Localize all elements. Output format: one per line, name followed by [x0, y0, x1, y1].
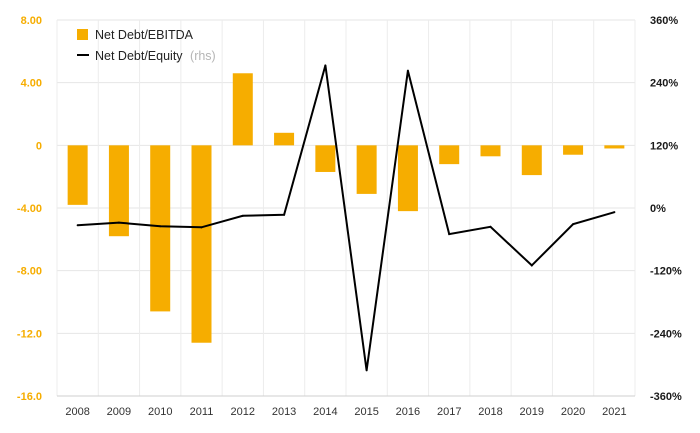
axes: 8.00 4.00 0 -4.00 -8.00 -12.0 -16.0 360% 240% 120… — [17, 15, 682, 418]
line-series-net-debt-equity — [76, 64, 616, 372]
line-point — [365, 369, 368, 372]
x-tick-label: 2011 — [190, 406, 214, 418]
legend-label-net-debt-ebitda: Net Debt/EBITDA — [95, 28, 194, 42]
left-tick-label: -12.0 — [17, 328, 42, 340]
bar — [521, 145, 542, 176]
x-tick-label: 2014 — [313, 406, 337, 418]
right-tick-label: -240% — [650, 328, 682, 340]
bar — [356, 145, 377, 194]
right-tick-label: 360% — [650, 15, 678, 27]
gridlines — [56, 19, 636, 397]
bar — [439, 145, 460, 165]
x-tick-label: 2015 — [354, 406, 378, 418]
x-tick-label: 2016 — [396, 406, 420, 418]
legend-label-net-debt-equity: Net Debt/Equity (rhs) — [95, 49, 216, 63]
left-tick-label: -4.00 — [17, 203, 42, 215]
left-tick-label: -8.00 — [17, 266, 42, 278]
legend-swatch-net-debt-ebitda — [77, 29, 88, 40]
x-tick-label: 2021 — [602, 406, 626, 418]
bar — [480, 145, 501, 157]
line-point — [283, 213, 286, 216]
right-tick-label: 0% — [650, 203, 666, 215]
line-point — [159, 225, 162, 228]
line-point — [117, 221, 120, 224]
line-point — [241, 214, 244, 217]
bar — [108, 145, 129, 237]
bar — [315, 145, 336, 172]
right-tick-label: -120% — [650, 266, 682, 278]
x-tick-label: 2018 — [478, 406, 502, 418]
x-tick-label: 2012 — [231, 406, 255, 418]
x-tick-label: 2013 — [272, 406, 296, 418]
line-point — [448, 233, 451, 236]
line-point — [406, 69, 409, 72]
bar — [150, 145, 171, 312]
left-tick-label: -16.0 — [17, 391, 42, 403]
bar — [563, 145, 584, 155]
x-tick-label: 2008 — [65, 406, 89, 418]
x-tick-label: 2020 — [561, 406, 585, 418]
left-tick-label: 8.00 — [21, 15, 42, 27]
x-tick-label: 2010 — [148, 406, 172, 418]
x-tick-label: 2019 — [520, 406, 544, 418]
right-tick-label: -360% — [650, 391, 682, 403]
bar — [191, 145, 212, 343]
line-point — [324, 64, 327, 67]
legend-rhs-note: (rhs) — [190, 49, 216, 63]
x-tick-label: 2009 — [107, 406, 131, 418]
line-point — [572, 223, 575, 226]
bar — [67, 145, 88, 205]
right-tick-label: 120% — [650, 140, 678, 152]
series-line — [77, 65, 615, 371]
legend: Net Debt/EBITDA Net Debt/Equity (rhs) — [77, 28, 216, 63]
line-point — [76, 224, 79, 227]
bar — [274, 132, 295, 146]
bar-series-net-debt-ebitda — [67, 73, 625, 343]
right-tick-label: 240% — [650, 78, 678, 90]
bar — [397, 145, 418, 212]
bar — [604, 145, 625, 149]
line-point — [613, 211, 616, 214]
left-tick-label: 4.00 — [21, 78, 42, 90]
line-point — [200, 226, 203, 229]
x-tick-label: 2017 — [437, 406, 461, 418]
line-point — [530, 264, 533, 267]
bar — [232, 73, 253, 146]
left-tick-label: 0 — [36, 140, 42, 152]
line-point — [489, 225, 492, 228]
